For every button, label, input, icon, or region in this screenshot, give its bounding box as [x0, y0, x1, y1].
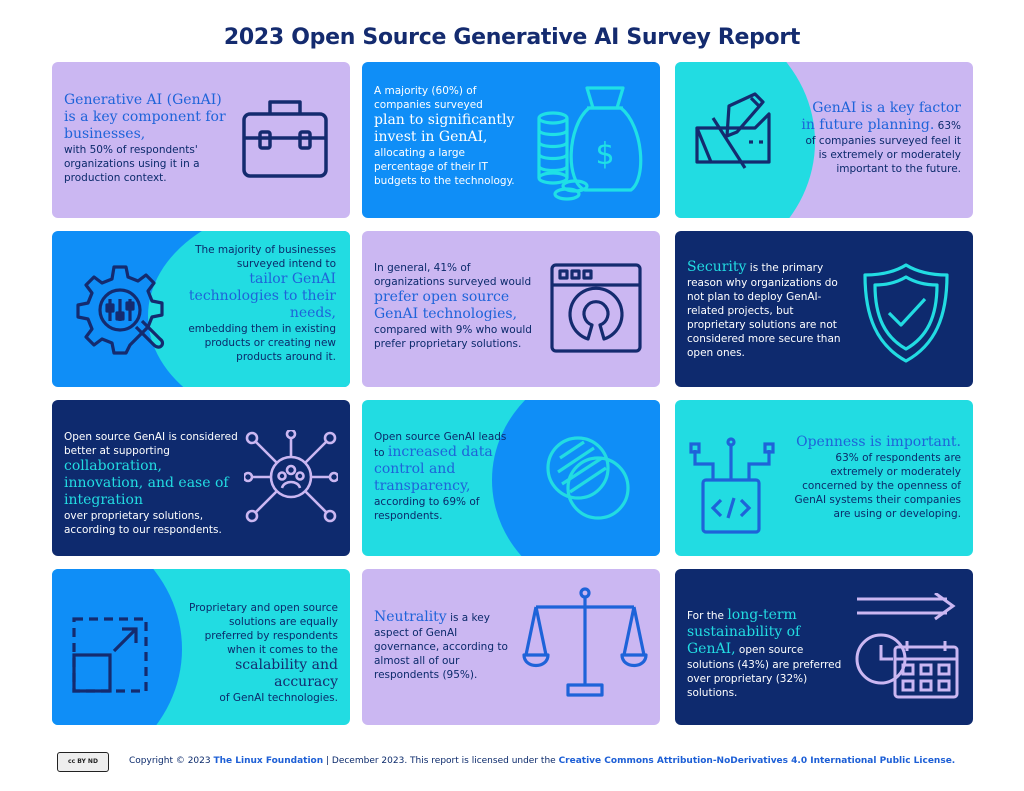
card-pre: A majority (60%) of companies surveyed: [374, 85, 483, 111]
card-text: Neutrality is a key aspect of GenAI gove…: [374, 609, 514, 682]
card-pre: In general, 41% of organizations surveye…: [374, 262, 532, 288]
card-highlight: Security: [687, 259, 747, 275]
card-scalability: Proprietary and open source solutions ar…: [52, 569, 350, 725]
card-body: with 50% of respondents' organizations u…: [64, 144, 200, 184]
ruler-pencil-icon: [695, 92, 771, 169]
people-network-icon: [244, 430, 338, 523]
cc-badge-text: cc BY ND: [68, 758, 98, 765]
card-text: GenAI is a key factor in future planning…: [795, 100, 961, 176]
calendar-arrow-icon: [855, 593, 959, 699]
card-body: over proprietary solutions, according to…: [64, 510, 222, 536]
copyright-prefix: Copyright © 2023: [129, 756, 211, 766]
cc-license-badge[interactable]: cc BY ND: [57, 752, 109, 772]
card-body: compared with 9% who would prefer propri…: [374, 324, 532, 350]
card-highlight: Generative AI (GenAI) is a key component…: [64, 92, 226, 142]
copyright-text: Copyright © 2023 The Linux Foundation | …: [129, 756, 955, 766]
card-text: In general, 41% of organizations surveye…: [374, 261, 539, 351]
copyright-middle: | December 2023. This report is licensed…: [326, 756, 556, 766]
card-text: For the long-term sustainability of GenA…: [687, 607, 849, 700]
card-body: is a key aspect of GenAI governance, acc…: [374, 612, 508, 681]
shield-check-icon: [863, 263, 949, 363]
card-highlight: Neutrality: [374, 609, 447, 625]
card-body: allocating a large percentage of their I…: [374, 147, 515, 187]
card-collaboration: Open source GenAI is considered better a…: [52, 400, 350, 556]
card-text: Proprietary and open source solutions ar…: [182, 601, 338, 705]
card-body: according to 69% of respondents.: [374, 496, 480, 522]
card-openness: Openness is important. 63% of respondent…: [675, 400, 973, 556]
code-box-icon: [689, 437, 775, 534]
card-pre: The majority of businesses surveyed inte…: [195, 244, 336, 270]
footer: cc BY ND Copyright © 2023 The Linux Foun…: [57, 752, 977, 772]
decor-blob: [148, 231, 350, 387]
card-pre: Proprietary and open source solutions ar…: [189, 602, 338, 656]
card-genai-key-component: Generative AI (GenAI) is a key component…: [52, 62, 350, 218]
svg-text:$: $: [595, 137, 614, 172]
linux-foundation-link[interactable]: The Linux Foundation: [213, 756, 324, 766]
card-tailor-genai: The majority of businesses surveyed inte…: [52, 231, 350, 387]
open-source-window-icon: [550, 263, 642, 353]
scale-box-icon: [72, 617, 148, 693]
card-data-control: Open source GenAI leads to increased dat…: [362, 400, 660, 556]
card-text: Generative AI (GenAI) is a key component…: [64, 92, 234, 185]
card-highlight: tailor GenAI technologies to their needs…: [188, 271, 336, 321]
card-body: embedding them in existing products or c…: [188, 323, 336, 363]
card-pre: For the: [687, 610, 724, 622]
balance-scale-icon: [522, 587, 648, 697]
card-security: Security is the primary reason why organ…: [675, 231, 973, 387]
card-text: Security is the primary reason why organ…: [687, 259, 855, 360]
license-link[interactable]: Creative Commons Attribution-NoDerivativ…: [558, 756, 956, 766]
card-highlight: Openness is important.: [796, 434, 961, 450]
card-text: Open source GenAI is considered better a…: [64, 430, 244, 537]
card-text: Open source GenAI leads to increased dat…: [374, 430, 514, 523]
card-pre: Open source GenAI is considered better a…: [64, 431, 238, 457]
card-highlight: collaboration, innovation, and ease of i…: [64, 458, 229, 508]
card-body: of GenAI technologies.: [219, 692, 338, 704]
card-highlight: increased data control and transparency,: [374, 444, 493, 494]
card-body: open source solutions (43%) are preferre…: [687, 644, 842, 699]
card-future-planning: GenAI is a key factor in future planning…: [675, 62, 973, 218]
card-highlight: prefer open source GenAI technologies,: [374, 289, 518, 322]
card-sustainability: For the long-term sustainability of GenA…: [675, 569, 973, 725]
card-highlight: plan to significantly invest in GenAI,: [374, 112, 515, 145]
card-text: The majority of businesses surveyed inte…: [180, 243, 336, 364]
card-body: 63% of companies surveyed feel it is ext…: [805, 120, 961, 175]
decor-blob: [492, 400, 660, 556]
card-highlight: long-term sustainability of GenAI,: [687, 607, 801, 657]
card-pre: Open source GenAI leads to: [374, 431, 507, 459]
card-text: Openness is important. 63% of respondent…: [785, 434, 961, 521]
card-neutrality: Neutrality is a key aspect of GenAI gove…: [362, 569, 660, 725]
card-body: is the primary reason why organizations …: [687, 262, 841, 359]
lens-icon: [546, 436, 630, 520]
card-invest-genai: A majority (60%) of companies surveyed p…: [362, 62, 660, 218]
card-text: A majority (60%) of companies surveyed p…: [374, 84, 524, 188]
gear-wrench-icon: [76, 265, 165, 355]
page-title: 2023 Open Source Generative AI Survey Re…: [223, 25, 801, 50]
money-bag-icon: $: [537, 86, 643, 201]
card-body: 63% of respondents are extremely or mode…: [794, 452, 961, 520]
card-prefer-open-source: In general, 41% of organizations surveye…: [362, 231, 660, 387]
briefcase-icon: [242, 100, 328, 178]
card-highlight: scalability and accuracy: [235, 657, 338, 690]
card-highlight: GenAI is a key factor in future planning…: [801, 100, 961, 133]
